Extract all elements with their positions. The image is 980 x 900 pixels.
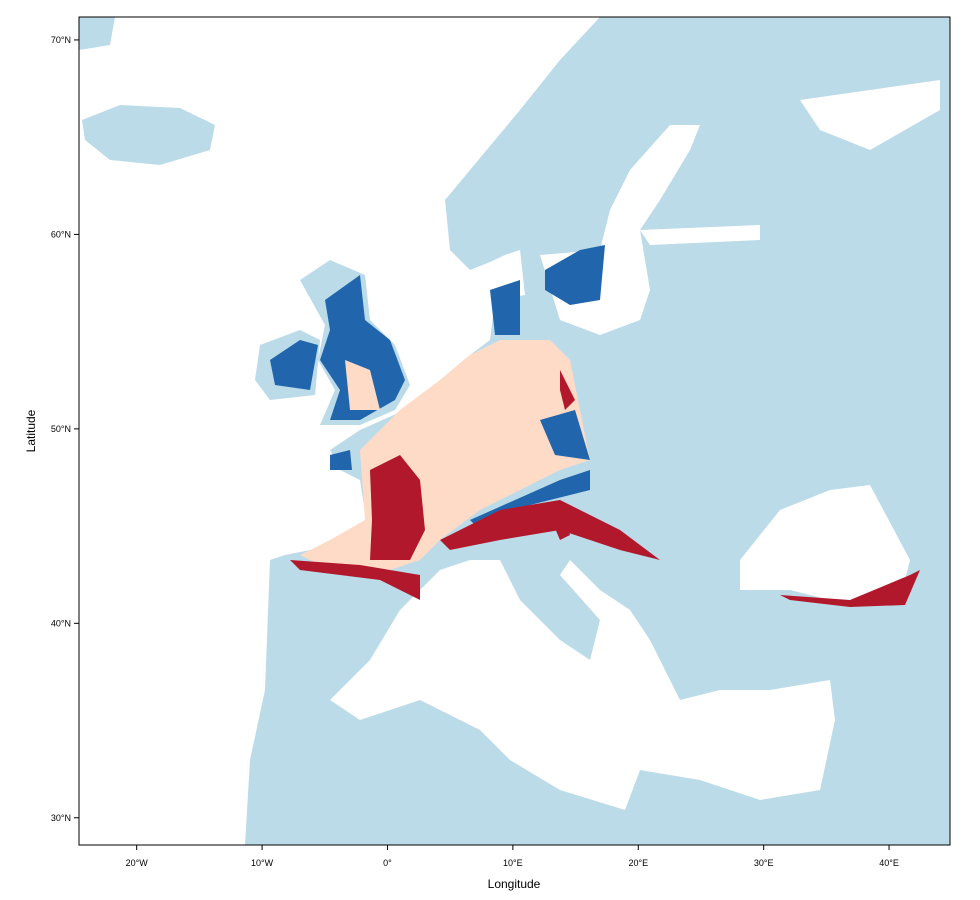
white-sea xyxy=(800,80,940,150)
plot-frame xyxy=(78,16,951,846)
mediterranean xyxy=(330,560,835,810)
x-tick-label: 10°W xyxy=(251,858,274,868)
region-britain xyxy=(320,275,405,420)
greenland xyxy=(79,17,115,50)
region-sweden xyxy=(545,245,605,305)
map xyxy=(79,17,950,845)
x-tick-label: 20°W xyxy=(126,858,149,868)
ocean xyxy=(79,17,600,845)
x-axis-label: Longitude xyxy=(488,877,541,891)
y-tick-label: 60°N xyxy=(51,229,71,239)
y-tick-label: 30°N xyxy=(51,813,71,823)
region-italy xyxy=(545,500,570,540)
y-tick-label: 70°N xyxy=(51,35,71,45)
x-tick-label: 30°E xyxy=(754,858,774,868)
x-tick-label: 20°E xyxy=(628,858,648,868)
y-tick-label: 40°N xyxy=(51,618,71,628)
iceland xyxy=(82,105,215,165)
x-tick-label: 40°E xyxy=(879,858,899,868)
y-axis-label: Latitude xyxy=(24,409,38,452)
gulf-of-finland xyxy=(640,225,760,245)
region-france xyxy=(370,455,425,560)
region-central xyxy=(345,360,380,410)
region-baltic-coast xyxy=(560,370,575,410)
x-tick-label: 10°E xyxy=(503,858,523,868)
y-tick-label: 50°N xyxy=(51,424,71,434)
region-turkey xyxy=(780,570,920,607)
region-czech xyxy=(540,410,590,460)
region-pyrenees xyxy=(290,560,420,600)
black-sea xyxy=(740,485,910,605)
region-ireland xyxy=(270,340,318,390)
region-brittany xyxy=(330,450,352,470)
region-denmark xyxy=(490,280,520,335)
region-alps xyxy=(440,500,660,560)
x-tick-label: 0° xyxy=(383,858,392,868)
